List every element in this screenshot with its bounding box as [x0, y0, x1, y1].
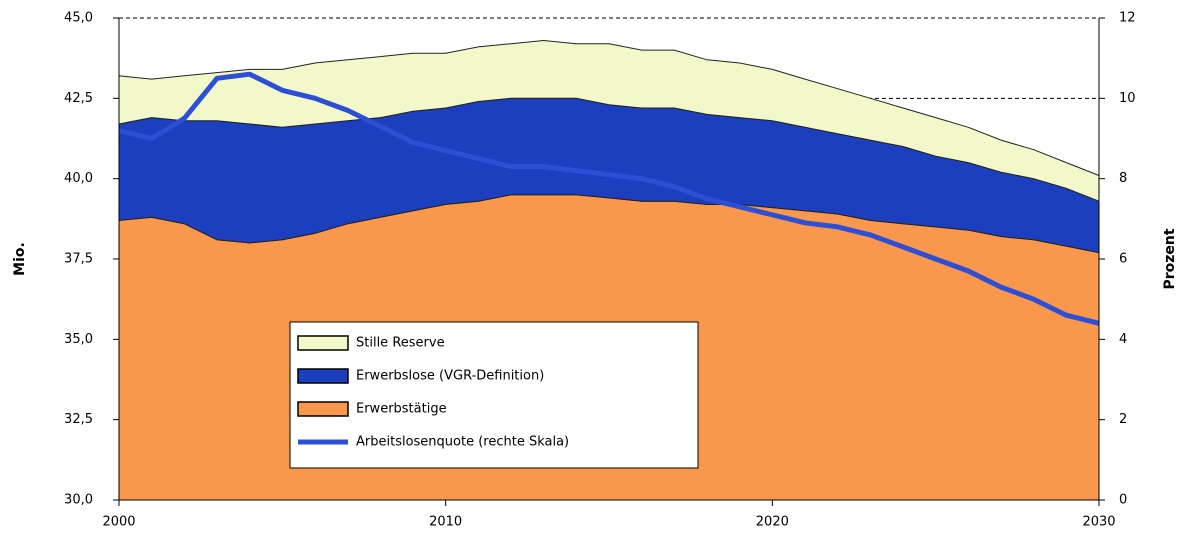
- y-tick-label: 32,5: [64, 412, 93, 427]
- legend-label: Arbeitslosenquote (rechte Skala): [356, 435, 569, 450]
- y2-tick-label: 0: [1119, 493, 1127, 508]
- y-tick-label: 40,0: [64, 171, 93, 186]
- y-tick-label: 37,5: [64, 252, 93, 267]
- x-tick-label: 2030: [1082, 515, 1115, 530]
- x-tick-label: 2020: [756, 515, 789, 530]
- y2-tick-label: 8: [1119, 171, 1127, 186]
- y2-tick-label: 6: [1119, 252, 1127, 267]
- y-tick-label: 42,5: [64, 91, 93, 106]
- legend-label: Erwerbstätige: [356, 402, 447, 417]
- legend-swatch: [297, 401, 349, 417]
- y-tick-label: 30,0: [64, 493, 93, 508]
- y2-tick-label: 10: [1119, 91, 1136, 106]
- x-tick-label: 2000: [102, 515, 135, 530]
- y2-tick-label: 2: [1119, 412, 1127, 427]
- y-tick-label: 35,0: [64, 332, 93, 347]
- legend-label: Stille Reserve: [356, 336, 445, 351]
- x-tick-label: 2010: [429, 515, 462, 530]
- legend-swatch: [297, 335, 349, 351]
- y2-axis-label: Prozent: [1162, 228, 1178, 289]
- legend-label: Erwerbslose (VGR-Definition): [356, 369, 544, 384]
- legend-swatch: [297, 368, 349, 384]
- y-axis-label: Mio.: [12, 242, 28, 276]
- y2-tick-label: 4: [1119, 332, 1127, 347]
- line: [118, 71, 1100, 326]
- legend-box: [289, 321, 699, 469]
- y2-tick-label: 12: [1119, 11, 1136, 26]
- y-tick-label: 45,0: [64, 11, 93, 26]
